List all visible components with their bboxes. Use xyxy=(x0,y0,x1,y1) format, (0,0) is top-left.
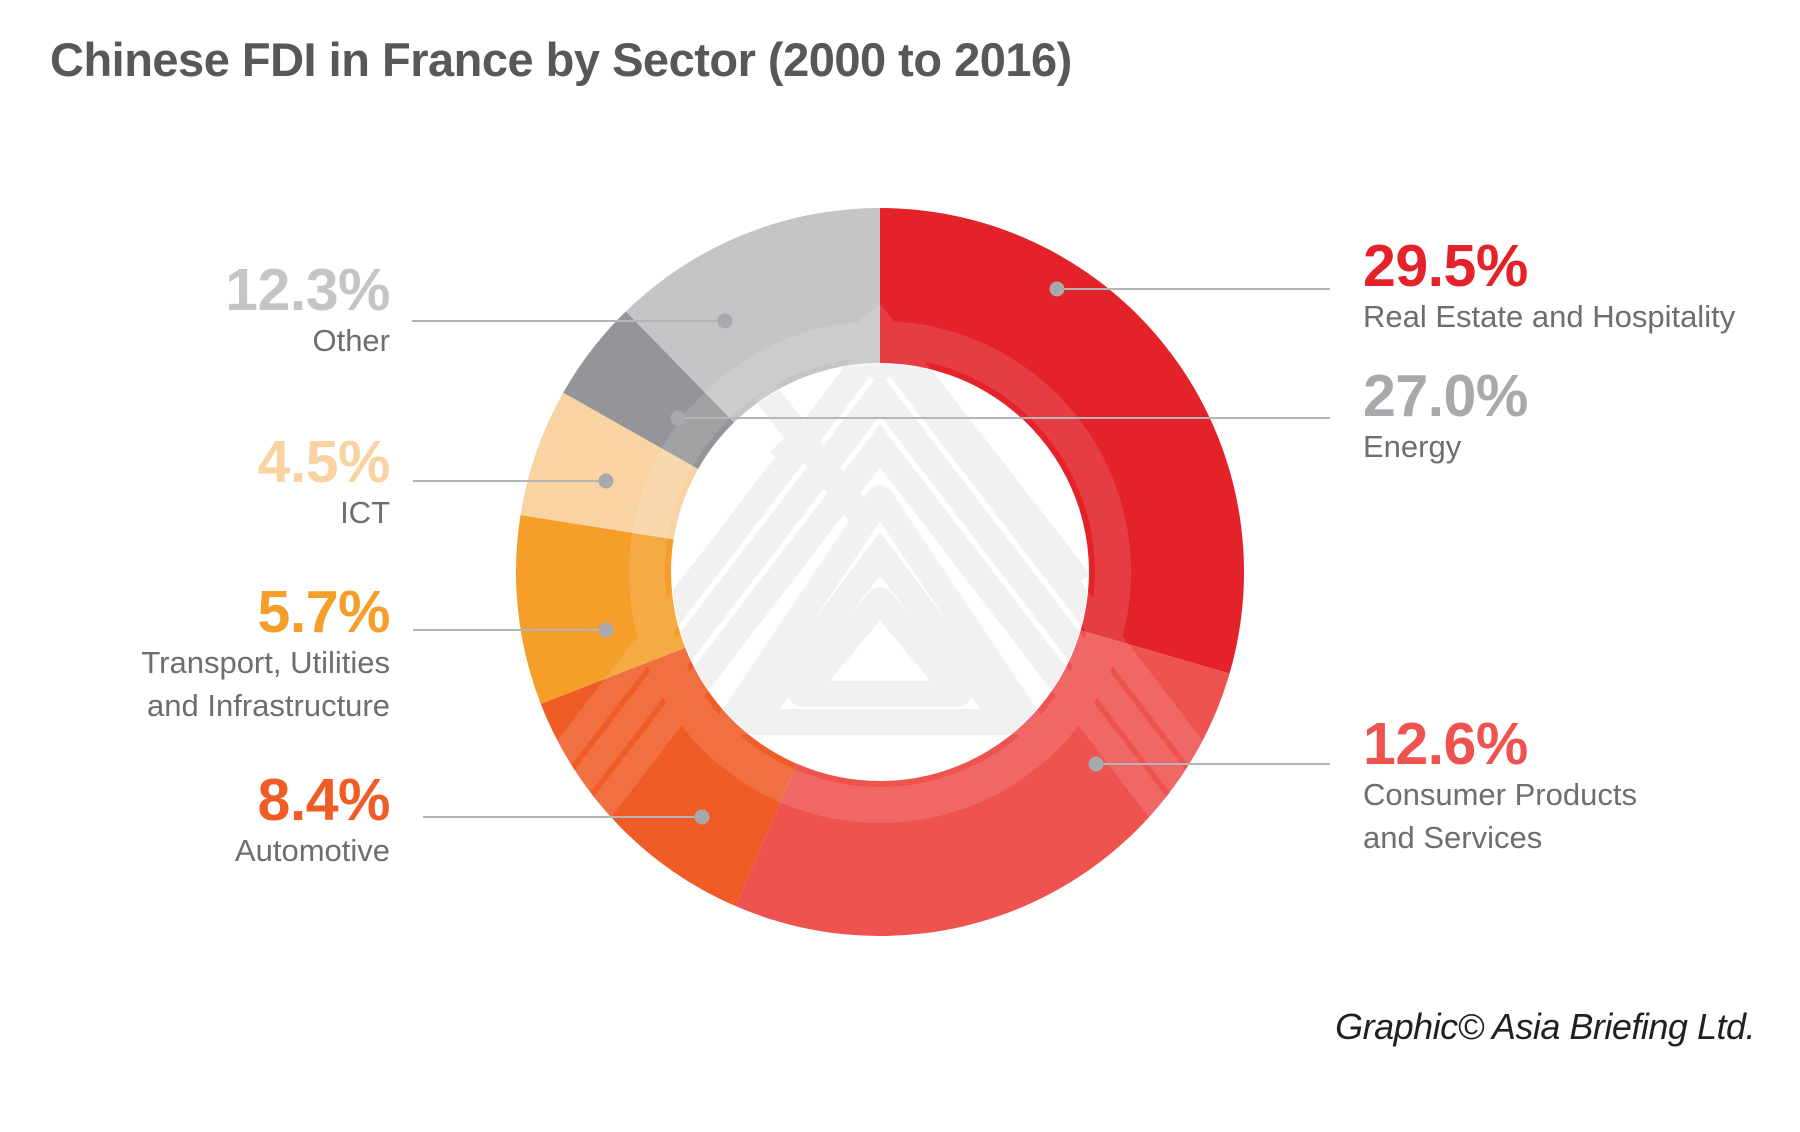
segment-name: ICT xyxy=(340,495,390,530)
leader-lines xyxy=(412,281,1330,825)
segment-name: Consumer Products and Services xyxy=(1363,777,1637,855)
page-title: Chinese FDI in France by Sector (2000 to… xyxy=(50,33,1072,86)
label-transport: 5.7% Transport, Utilities and Infrastruc… xyxy=(141,583,390,728)
segment-arc-other xyxy=(625,207,880,423)
leader-dot-energy xyxy=(670,410,686,426)
segment-name: Other xyxy=(312,323,390,358)
leader-dot-automotive xyxy=(694,809,710,825)
leader-dot-consumer xyxy=(1088,756,1104,772)
leader-dot-other xyxy=(717,313,733,329)
segment-value: 4.5% xyxy=(257,429,391,495)
segment-value: 27.0% xyxy=(1363,363,1528,429)
label-ict: 4.5% ICT xyxy=(257,429,391,535)
label-other: 12.3% Other xyxy=(225,261,390,363)
label-real-estate: 29.5% Real Estate and Hospitality xyxy=(1363,237,1735,339)
segment-value: 29.5% xyxy=(1363,233,1528,299)
leader-dot-real-estate xyxy=(1049,281,1065,297)
label-energy: 27.0% Energy xyxy=(1363,367,1528,469)
leader-dot-ict xyxy=(598,473,614,489)
segment-value: 12.6% xyxy=(1363,711,1528,777)
label-automotive: 8.4% Automotive xyxy=(234,767,391,873)
label-consumer: 12.6% Consumer Products and Services xyxy=(1363,715,1637,860)
segment-value: 5.7% xyxy=(257,579,391,645)
attribution-credit: Graphic© Asia Briefing Ltd. xyxy=(1335,1006,1755,1047)
leader-dot-transport xyxy=(598,622,614,638)
segment-value: 12.3% xyxy=(225,257,390,323)
segment-value: 8.4% xyxy=(257,767,391,833)
segment-name: Transport, Utilities and Infrastructure xyxy=(141,645,390,723)
segment-name: Energy xyxy=(1363,429,1462,464)
segment-name: Real Estate and Hospitality xyxy=(1363,299,1736,334)
segment-name: Automotive xyxy=(234,833,390,868)
